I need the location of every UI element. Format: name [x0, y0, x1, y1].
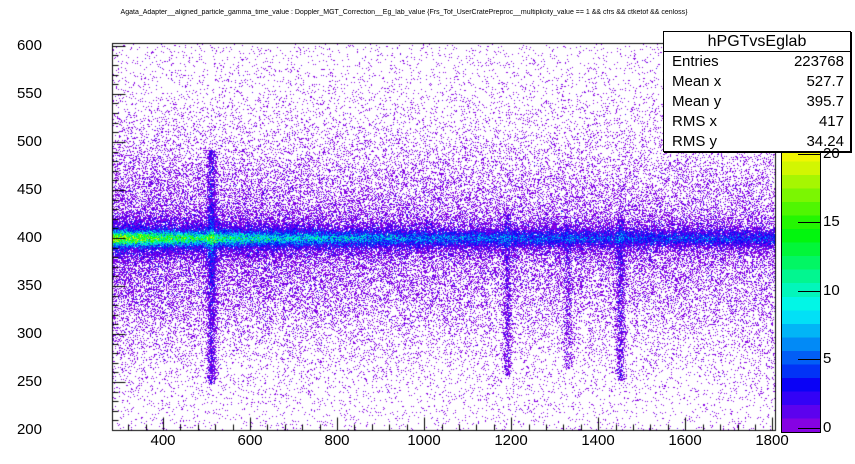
palette-tick-label: 10	[823, 282, 840, 299]
x-axis-tick-label: 800	[324, 432, 350, 449]
palette-tick	[798, 291, 820, 292]
y-axis-tick-label: 350	[16, 277, 42, 294]
stats-box-title: hPGTvsEglab	[664, 32, 850, 52]
y-axis-tick-label: 400	[16, 229, 42, 246]
x-axis-tick-label: 1800	[755, 432, 789, 449]
stats-value: 417	[818, 113, 844, 130]
palette-tick	[798, 222, 820, 223]
palette-tick-label: 5	[823, 350, 832, 367]
x-axis-tick-label: 1000	[407, 432, 441, 449]
stats-row-rms-y: RMS y 34.24	[664, 132, 850, 152]
palette-tick	[798, 428, 820, 429]
stats-value: 527.7	[806, 73, 844, 90]
stats-row-mean-y: Mean y 395.7	[664, 92, 850, 112]
z-color-palette[interactable]	[781, 147, 821, 433]
palette-tick	[798, 154, 820, 155]
stats-label: Mean y	[672, 93, 722, 110]
y-axis-tick-label: 600	[16, 37, 42, 54]
stats-label: RMS y	[672, 133, 717, 150]
stats-label: Mean x	[672, 73, 722, 90]
palette-tick-label: 15	[823, 213, 840, 230]
stats-box[interactable]: hPGTvsEglab Entries 223768 Mean x 527.7 …	[663, 31, 851, 152]
x-axis-tick-label: 600	[237, 432, 263, 449]
stats-row-mean-x: Mean x 527.7	[664, 72, 850, 92]
x-axis-tick-label: 1400	[581, 432, 615, 449]
stats-label: RMS x	[672, 113, 717, 130]
palette-tick	[798, 359, 820, 360]
y-axis-tick-label: 450	[16, 181, 42, 198]
stats-value: 395.7	[806, 93, 844, 110]
y-axis-tick-label: 550	[16, 85, 42, 102]
y-axis-tick-label: 250	[16, 373, 42, 390]
y-axis-tick-label: 300	[16, 325, 42, 342]
plot-title: Agata_Adapter__aligned_particle_gamma_ti…	[120, 9, 688, 16]
y-axis-tick-label: 500	[16, 133, 42, 150]
stats-value: 223768	[793, 53, 844, 70]
stats-label: Entries	[672, 53, 719, 70]
palette-tick-label: 0	[823, 419, 832, 436]
stats-row-entries: Entries 223768	[664, 52, 850, 72]
palette-tick-label: 20	[823, 145, 840, 162]
stats-value: 34.24	[806, 133, 844, 150]
x-axis-tick-label: 400	[150, 432, 176, 449]
x-axis-tick-label: 1200	[494, 432, 528, 449]
x-axis-tick-label: 1600	[668, 432, 702, 449]
stats-row-rms-x: RMS x 417	[664, 112, 850, 132]
y-axis-tick-label: 200	[16, 421, 42, 438]
